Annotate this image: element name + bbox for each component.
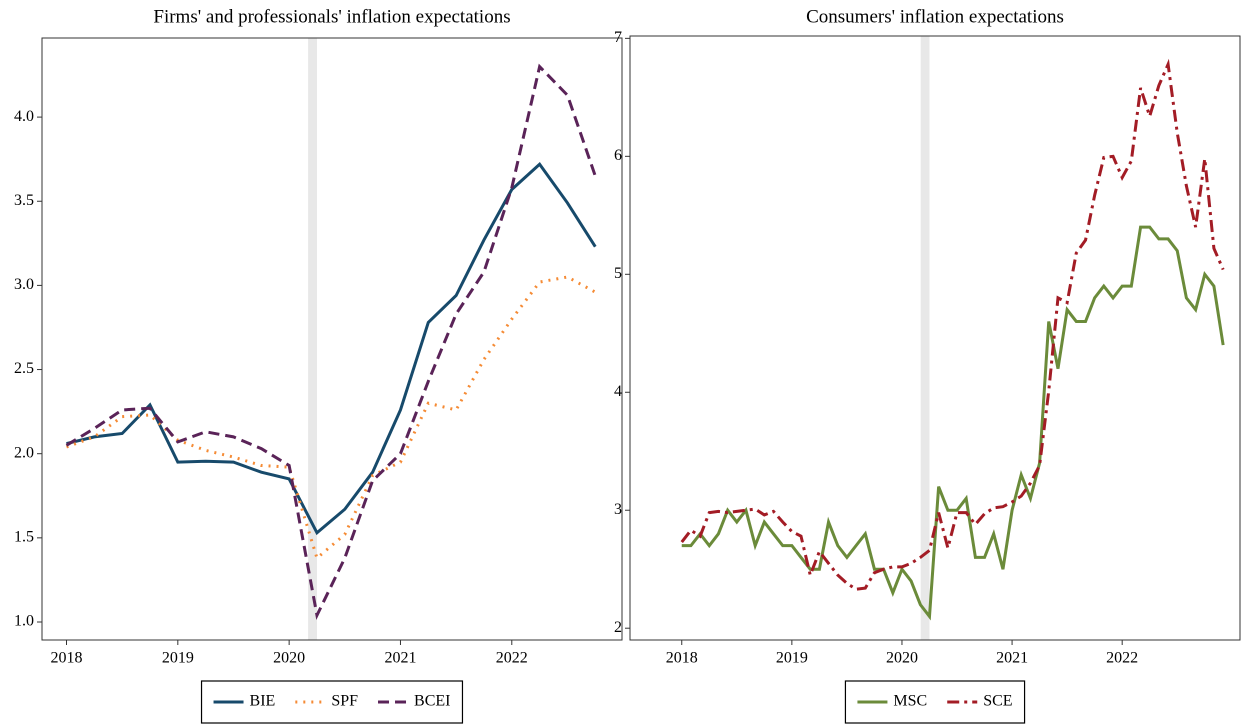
y-tick-label: 3.5	[14, 192, 34, 209]
y-tick-label: 3.0	[14, 276, 34, 293]
legend-frame	[200, 680, 464, 724]
legend-label: SCE	[983, 693, 1012, 710]
y-tick-label: 4.0	[14, 108, 34, 125]
y-tick-label: 2.5	[14, 360, 34, 377]
legend-label: MSC	[893, 693, 927, 710]
x-tick-label: 2021	[384, 650, 416, 667]
y-tick-label: 6	[614, 147, 622, 164]
chart-title: Consumers' inflation expectations	[806, 6, 1064, 27]
y-tick-label: 1.0	[14, 613, 34, 630]
x-tick-label: 2022	[496, 650, 528, 667]
series-line	[66, 161, 597, 536]
x-tick-label: 2020	[886, 650, 918, 667]
y-tick-label: 4	[614, 383, 622, 400]
shaded-region	[308, 38, 317, 640]
x-tick-label: 2022	[1106, 650, 1138, 667]
legend: MSC SCE	[857, 693, 1013, 710]
plot-frame	[41, 37, 623, 641]
series-line	[65, 63, 597, 621]
x-tick-label: 2018	[50, 650, 82, 667]
series-line	[681, 225, 1225, 621]
legend-label: SPF	[331, 693, 358, 710]
legend-label: BCEI	[414, 693, 450, 710]
x-tick-label: 2020	[273, 650, 305, 667]
shaded-region	[920, 36, 930, 640]
x-tick-label: 2019	[776, 650, 808, 667]
y-tick-label: 7	[614, 29, 622, 46]
y-tick-label: 2	[614, 619, 622, 636]
y-tick-label: 5	[614, 265, 622, 282]
x-tick-label: 2018	[666, 650, 698, 667]
x-tick-label: 2021	[996, 650, 1028, 667]
x-tick-label: 2019	[162, 650, 194, 667]
series-line	[65, 275, 596, 561]
chart-title: Firms' and professionals' inflation expe…	[153, 6, 510, 27]
legend: BIE SPF BCEI	[213, 693, 450, 710]
y-tick-label: 3	[614, 501, 622, 518]
legend-label: BIE	[250, 693, 276, 710]
series-line	[680, 58, 1225, 591]
y-tick-label: 2.0	[14, 444, 34, 461]
y-tick-label: 1.5	[14, 529, 34, 546]
plot-frame	[629, 35, 1241, 641]
legend-frame	[844, 680, 1026, 724]
